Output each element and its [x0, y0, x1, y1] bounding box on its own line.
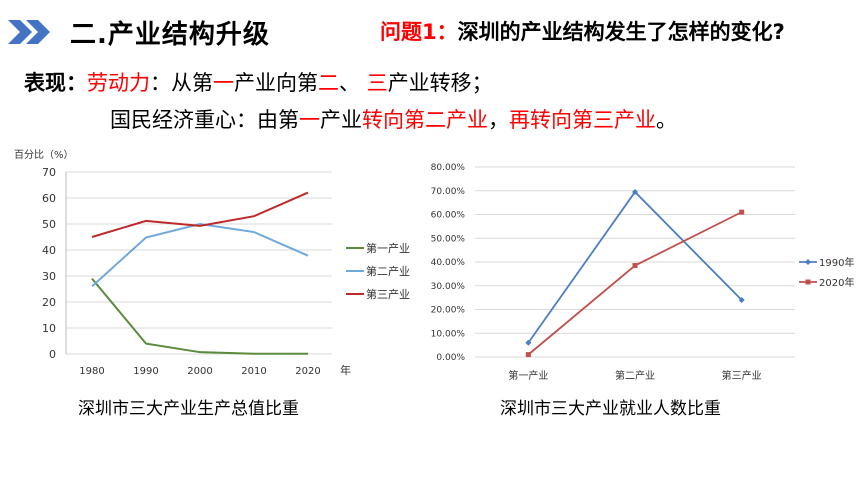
y-tick-label: 20	[42, 296, 56, 309]
x-tick-label: 2000	[187, 366, 212, 377]
legend-label-1: 1990年	[819, 256, 854, 269]
y-tick-label: 50.00%	[431, 234, 466, 244]
x-tick-label: 第一产业	[508, 369, 548, 382]
data-point	[525, 352, 531, 358]
y-tick-label: 60	[42, 192, 56, 205]
labor-text-d: 产业转移；	[387, 71, 493, 95]
y-tick-label: 40.00%	[431, 258, 466, 268]
data-point	[632, 188, 638, 195]
gdp-share-chart: 百分比（%） 0 10 20 30 40 50 60 70 1980 1990 2000 2010 202…	[14, 149, 410, 377]
x-tick-label: 2020	[295, 366, 320, 377]
economy-text-d: 。	[656, 108, 677, 132]
legend-label-2: 第二产业	[366, 264, 410, 278]
content-line-labor: 表现：劳动力：从第一产业向第二、 三产业转移；	[24, 67, 493, 97]
legend-label-2: 2020年	[819, 276, 854, 289]
economy-text-c: ，	[488, 108, 509, 132]
y-tick-label: 10	[42, 322, 56, 335]
labor-keyword: 劳动力	[87, 71, 150, 95]
x-tick-label: 第三产业	[722, 369, 762, 382]
x-tick-label: 1990	[133, 366, 158, 377]
economy-highlight-2: 转向第二产业	[362, 108, 488, 132]
labor-highlight-3: 三	[366, 71, 388, 95]
y-tick-label: 0.00%	[436, 353, 465, 363]
data-point	[738, 297, 745, 303]
legend-label-3: 第三产业	[366, 287, 410, 301]
labor-text-c: 、	[339, 71, 367, 95]
x-tick-label: 第二产业	[615, 369, 655, 382]
y-tick-label: 80.00%	[431, 163, 466, 173]
series-line-2	[91, 222, 309, 288]
data-point	[739, 209, 745, 215]
labor-highlight-1: 一	[213, 71, 234, 95]
y-tick-label: 20.00%	[431, 306, 466, 316]
economy-highlight-1: 一	[299, 108, 320, 132]
y-tick-label: 30.00%	[431, 282, 466, 292]
content-line-economy: 国民经济重心：由第一产业转向第二产业，再转向第三产业。	[110, 104, 677, 134]
economy-text-b: 产业	[320, 108, 362, 132]
y-axis-title: 百分比（%）	[14, 149, 74, 161]
economy-highlight-3: 再转向第三产业	[509, 108, 656, 132]
economy-text-a: 国民经济重心：由第	[110, 108, 299, 132]
performance-label: 表现：	[24, 71, 87, 95]
series-line-1	[91, 277, 308, 355]
legend-label-1: 第一产业	[366, 241, 410, 255]
y-tick-label: 30	[42, 270, 56, 283]
section-title: 二.产业结构升级	[70, 20, 270, 50]
y-tick-label: 50	[42, 218, 56, 231]
question-label: 问题1：	[380, 20, 458, 44]
labor-highlight-2: 二	[318, 71, 339, 95]
y-tick-label: 70	[42, 166, 56, 179]
chevron-arrows-icon	[8, 20, 50, 44]
employment-share-chart: 0.00% 10.00% 20.00% 30.00% 40.00% 50.00% 60.00…	[431, 163, 855, 382]
labor-text-a: ：从第	[150, 71, 213, 95]
legend-marker-2	[805, 279, 811, 285]
question-text: 深圳的产业结构发生了怎样的变化?	[457, 20, 785, 44]
x-tick-label: 1980	[79, 366, 104, 377]
legend-marker-1	[805, 259, 811, 265]
x-tick-label: 2010	[241, 366, 266, 377]
series-line-3	[91, 191, 309, 238]
gdp-share-caption: 深圳市三大产业生产总值比重	[78, 399, 299, 419]
labor-text-b: 产业向第	[234, 71, 318, 95]
y-tick-label: 40	[42, 244, 56, 257]
y-tick-label: 60.00%	[431, 211, 466, 221]
y-tick-label: 10.00%	[431, 329, 466, 339]
y-tick-label: 70.00%	[431, 187, 466, 197]
employment-share-caption: 深圳市三大产业就业人数比重	[500, 399, 721, 419]
x-axis-title: 年	[340, 363, 351, 377]
question-heading: 问题1：深圳的产业结构发生了怎样的变化?	[380, 16, 785, 46]
data-point	[632, 263, 638, 269]
y-tick-label: 0	[49, 348, 56, 361]
data-point	[525, 339, 532, 346]
